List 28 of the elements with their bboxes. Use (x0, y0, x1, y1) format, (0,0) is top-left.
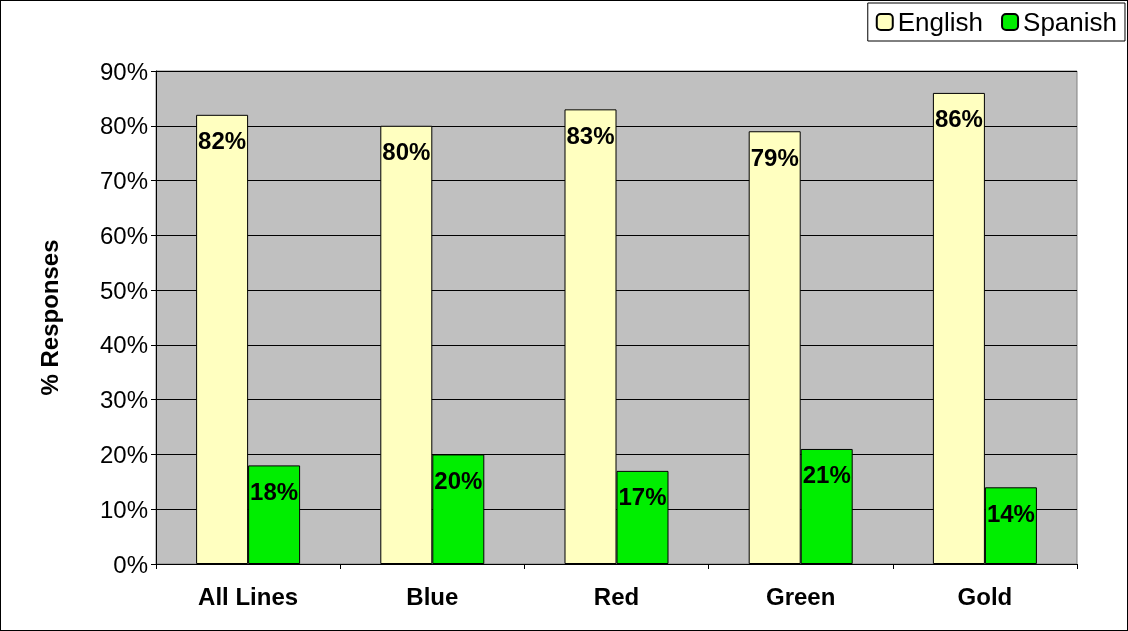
y-axis-title: % Responses (35, 239, 63, 396)
data-label: 82% (198, 127, 247, 155)
data-label: 80% (382, 138, 431, 166)
y-tick-label: 90% (99, 57, 148, 85)
data-label: 79% (750, 143, 799, 171)
y-tick-label: 40% (99, 331, 148, 359)
y-tick-label: 10% (99, 495, 148, 523)
data-label: 20% (434, 466, 483, 494)
x-tick-label: All Lines (198, 582, 299, 610)
x-tick-label: Red (593, 582, 640, 610)
data-label: 86% (934, 105, 983, 133)
data-label: 18% (250, 477, 299, 505)
y-tick-label: 70% (99, 167, 148, 195)
y-tick-label: 20% (99, 440, 148, 468)
data-label: 14% (986, 499, 1035, 527)
y-tick-label: 80% (99, 112, 148, 140)
x-tick-label: Blue (406, 582, 459, 610)
y-tick-label: 30% (99, 386, 148, 414)
legend-label: Spanish (1023, 7, 1118, 37)
legend-label: English (897, 7, 984, 37)
data-label: 83% (566, 121, 615, 149)
y-tick-label: 60% (99, 221, 148, 249)
x-tick-label: Gold (957, 582, 1013, 610)
y-tick-label: 0% (113, 550, 148, 578)
x-tick-label: Green (766, 582, 836, 610)
data-label: 17% (618, 483, 667, 511)
data-label: 21% (802, 461, 851, 489)
y-tick-label: 50% (99, 276, 148, 304)
